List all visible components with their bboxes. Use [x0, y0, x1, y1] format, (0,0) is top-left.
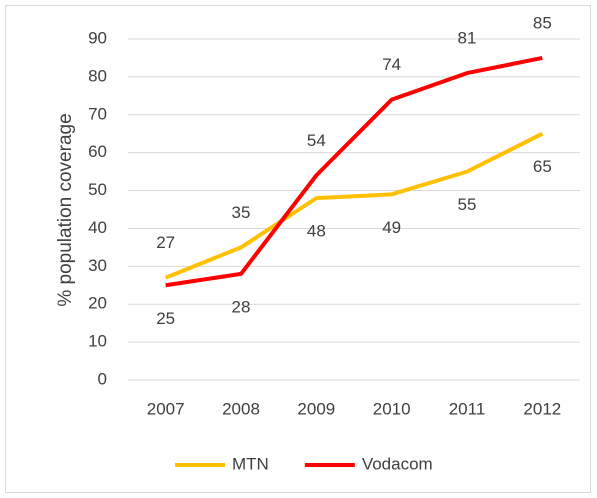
- y-tick-label: 30: [88, 256, 107, 275]
- x-tick-label: 2009: [297, 399, 335, 418]
- data-label: 27: [156, 233, 175, 252]
- y-tick-label: 90: [88, 28, 107, 47]
- data-label: 35: [232, 203, 251, 222]
- y-tick-label: 0: [98, 369, 107, 388]
- data-label: 81: [458, 29, 477, 48]
- y-tick-label: 70: [88, 104, 107, 123]
- series-line: [165, 55, 543, 288]
- data-label: 55: [458, 195, 477, 214]
- data-label: 85: [533, 13, 552, 32]
- x-tick-label: 2010: [373, 399, 411, 418]
- data-label: 25: [156, 309, 175, 328]
- legend-label: MTN: [232, 454, 269, 473]
- series-line: [164, 131, 544, 280]
- data-label: 28: [232, 297, 251, 316]
- y-tick-label: 10: [88, 332, 107, 351]
- data-label: 49: [382, 218, 401, 237]
- y-tick-label: 60: [88, 142, 107, 161]
- data-label: 54: [307, 131, 326, 150]
- data-label: 48: [307, 222, 326, 241]
- x-tick-label: 2012: [523, 399, 561, 418]
- x-tick-label: 2007: [147, 399, 185, 418]
- x-tick-label: 2011: [449, 399, 486, 418]
- legend-label: Vodacom: [362, 454, 433, 473]
- chart-frame: [5, 5, 591, 493]
- y-tick-label: 40: [88, 218, 107, 237]
- x-tick-label: 2008: [222, 399, 260, 418]
- y-axis-title: % population coverage: [55, 113, 76, 306]
- y-tick-label: 20: [88, 294, 107, 313]
- data-label: 65: [533, 157, 552, 176]
- y-tick-label: 50: [88, 180, 107, 199]
- y-tick-label: 80: [88, 66, 107, 85]
- data-label: 74: [382, 55, 401, 74]
